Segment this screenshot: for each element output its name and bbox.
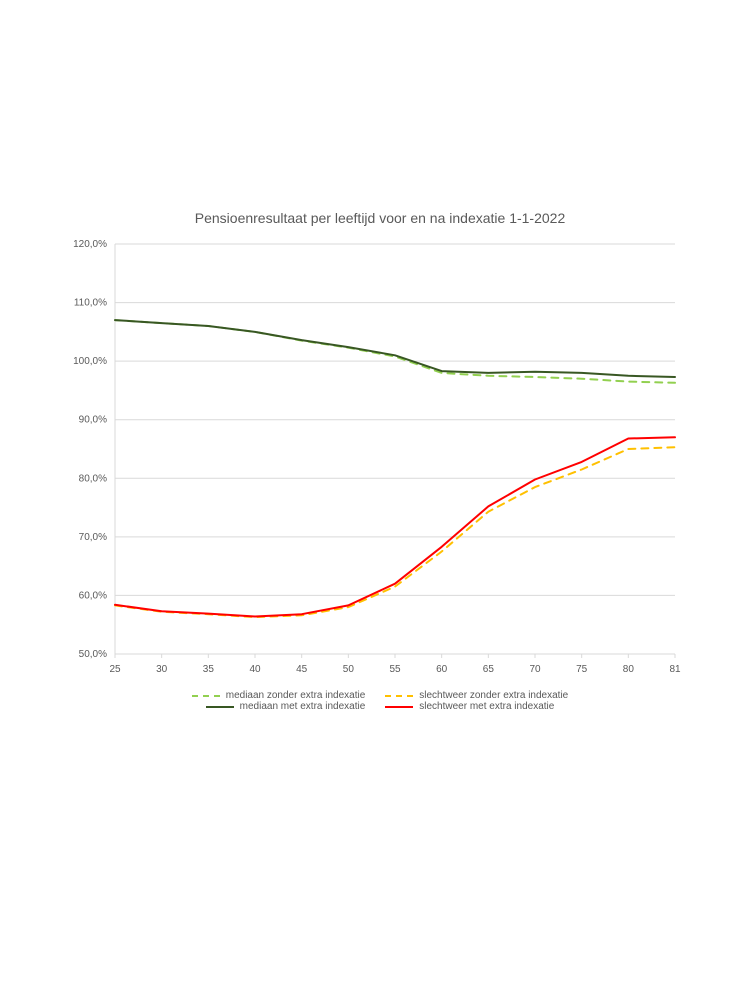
x-tick-label: 50 (343, 664, 355, 675)
y-tick-label: 80,0% (79, 473, 107, 484)
legend-swatch (385, 695, 413, 697)
legend-item-slechtweer_met: slechtweer met extra indexatie (385, 701, 554, 712)
y-tick-label: 120,0% (73, 239, 107, 250)
y-tick-label: 90,0% (79, 415, 107, 426)
legend-swatch (385, 706, 413, 708)
y-tick-label: 60,0% (79, 590, 107, 601)
chart-legend: mediaan zonder extra indexatie slechtweer… (60, 690, 700, 712)
x-tick-label: 70 (529, 664, 541, 675)
x-tick-label: 35 (203, 664, 215, 675)
x-tick-label: 40 (249, 664, 261, 675)
y-tick-label: 100,0% (73, 356, 107, 367)
y-tick-label: 70,0% (79, 532, 107, 543)
legend-swatch (206, 706, 234, 708)
pension-chart: Pensioenresultaat per leeftijd voor en n… (60, 210, 700, 712)
legend-label: mediaan zonder extra indexatie (226, 690, 366, 701)
legend-label: slechtweer met extra indexatie (419, 701, 554, 712)
x-tick-label: 55 (389, 664, 401, 675)
legend-swatch (192, 695, 220, 697)
x-tick-label: 30 (156, 664, 168, 675)
x-tick-label: 65 (483, 664, 495, 675)
x-tick-label: 60 (436, 664, 448, 675)
x-tick-label: 80 (623, 664, 635, 675)
x-tick-label: 45 (296, 664, 308, 675)
legend-row: mediaan zonder extra indexatie slechtweer… (60, 690, 700, 701)
y-tick-label: 110,0% (74, 298, 107, 309)
legend-item-mediaan_met: mediaan met extra indexatie (206, 701, 366, 712)
legend-label: mediaan met extra indexatie (240, 701, 366, 712)
x-tick-label: 81 (669, 664, 681, 675)
legend-label: slechtweer zonder extra indexatie (419, 690, 568, 701)
legend-item-mediaan_zonder: mediaan zonder extra indexatie (192, 690, 366, 701)
legend-row: mediaan met extra indexatie slechtweer me… (60, 701, 700, 712)
page: Pensioenresultaat per leeftijd voor en n… (0, 0, 750, 1000)
chart-title: Pensioenresultaat per leeftijd voor en n… (60, 210, 700, 226)
legend-item-slechtweer_zonder: slechtweer zonder extra indexatie (385, 690, 568, 701)
x-tick-label: 25 (109, 664, 121, 675)
x-tick-label: 75 (576, 664, 588, 675)
chart-plot: 50,0% 60,0% 70,0% 80,0% 90,0% 100,0% 110,0% 120… (60, 234, 700, 684)
y-tick-label: 50,0% (79, 649, 107, 660)
